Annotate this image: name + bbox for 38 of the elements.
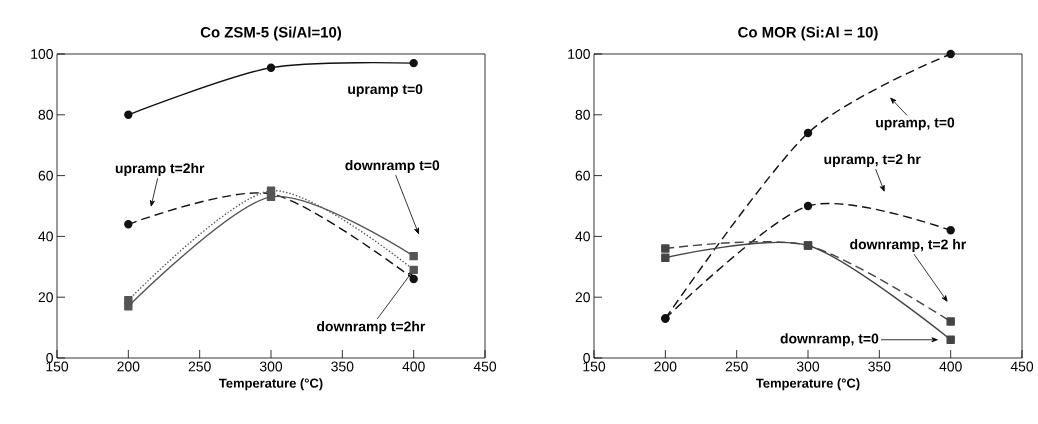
y-tick-label: 100 bbox=[568, 49, 590, 59]
y-tick-label: 100 bbox=[31, 49, 53, 59]
annotation: downramp t=0 bbox=[345, 159, 440, 173]
y-tick-label: 20 bbox=[38, 292, 53, 303]
y-tick-label: 40 bbox=[575, 231, 590, 242]
x-tick-label: 450 bbox=[1010, 361, 1034, 372]
x-axis-title: Temperature (°C) bbox=[756, 378, 860, 391]
x-tick-label: 150 bbox=[583, 361, 606, 372]
y-tick-label: 80 bbox=[38, 109, 53, 120]
y-tick-label: 60 bbox=[575, 170, 590, 181]
x-tick-label: 250 bbox=[188, 361, 211, 372]
x-axis-title: Temperature (°C) bbox=[219, 378, 323, 391]
x-tick-label: 200 bbox=[117, 361, 140, 372]
y-tick-label: 40 bbox=[38, 231, 53, 242]
chart-title: Co MOR (Si:Al = 10) bbox=[738, 26, 878, 41]
annotation: downramp, t=2 hr bbox=[850, 239, 966, 253]
chart-title: Co ZSM-5 (Si/Al=10) bbox=[200, 26, 342, 41]
x-tick-label: 400 bbox=[402, 361, 425, 372]
x-tick-label: 400 bbox=[939, 361, 962, 372]
x-tick-label: 300 bbox=[796, 361, 820, 372]
x-tick-label: 200 bbox=[654, 361, 677, 372]
annotation: downramp t=2hr bbox=[317, 321, 426, 335]
y-tick-label: 0 bbox=[46, 353, 53, 363]
annotation: downramp, t=0 bbox=[780, 333, 879, 347]
y-tick-label: 60 bbox=[38, 170, 53, 181]
annotation: upramp t=2hr bbox=[115, 163, 205, 177]
x-tick-label: 250 bbox=[725, 361, 748, 372]
y-tick-label: 80 bbox=[575, 109, 590, 120]
annotation: upramp, t=2 hr bbox=[824, 153, 921, 167]
x-tick-label: 350 bbox=[868, 361, 891, 372]
x-tick-label: 150 bbox=[46, 361, 69, 372]
x-tick-label: 350 bbox=[331, 361, 354, 372]
y-tick-label: 20 bbox=[575, 292, 590, 303]
annotation: upramp, t=0 bbox=[876, 117, 955, 131]
annotation: upramp t=0 bbox=[348, 84, 423, 97]
y-tick-label: 0 bbox=[583, 353, 590, 363]
x-tick-label: 300 bbox=[259, 361, 283, 372]
x-tick-label: 450 bbox=[473, 361, 497, 372]
